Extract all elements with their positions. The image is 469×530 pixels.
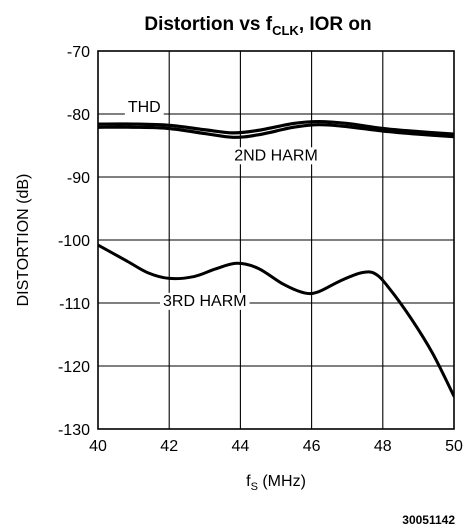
- series-annotations: THD 2ND HARM 3RD HARM: [124, 98, 321, 310]
- x-axis-label: fS (MHz): [246, 473, 306, 493]
- plot-frame: [97, 50, 455, 430]
- y-tick-label-1: -80: [67, 107, 90, 124]
- x-tick-label-3: 46: [303, 438, 321, 455]
- annotation-background-0: [124, 98, 164, 116]
- chart-title: Distortion vs fCLK, IOR on: [144, 14, 371, 38]
- annotation-background-2: [160, 292, 250, 310]
- annotation-3rd-harm: 3RD HARM: [163, 293, 247, 310]
- annotation-2nd-harm: 2ND HARM: [234, 147, 318, 164]
- series-line-3rd-harm: [98, 243, 454, 398]
- annotation-background-1: [231, 147, 321, 165]
- x-tick-label-4: 48: [374, 438, 392, 455]
- y-tick-label-2: -90: [67, 170, 90, 187]
- series-line-2nd-harm: [98, 123, 454, 139]
- y-tick-label-4: -110: [59, 296, 90, 313]
- y-tick-label-5: -120: [58, 359, 90, 376]
- series-curves: [98, 119, 454, 398]
- y-axis-label: DISTORTION (dB): [15, 174, 32, 307]
- x-tick-label-5: 50: [445, 438, 463, 455]
- x-tick-label-0: 40: [89, 438, 107, 455]
- y-tick-label-3: -100: [58, 233, 90, 250]
- y-tick-label-0: -70: [67, 44, 90, 61]
- figure-id: 30051142: [402, 513, 455, 527]
- x-tick-labels: 40 42 44 46 48 50: [89, 438, 463, 455]
- series-line-thd: [98, 119, 454, 136]
- y-tick-label-6: -130: [58, 422, 90, 439]
- y-tick-labels: -70 -80 -90 -100 -110 -120 -130: [58, 44, 90, 439]
- annotation-thd: THD: [128, 99, 161, 116]
- x-tick-label-2: 44: [232, 438, 250, 455]
- x-tick-label-1: 42: [160, 438, 178, 455]
